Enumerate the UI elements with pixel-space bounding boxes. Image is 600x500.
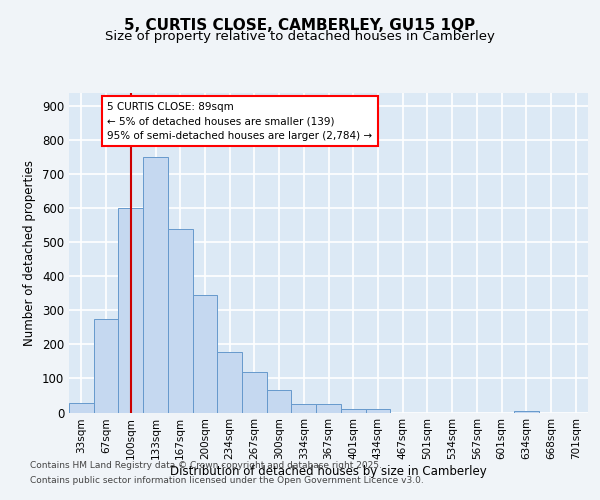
Bar (193, 295, 217, 412)
Bar (316, 404, 341, 412)
Bar (514, 411, 539, 412)
X-axis label: Distribution of detached houses by size in Camberley: Distribution of detached houses by size … (170, 465, 487, 478)
Bar (242, 372, 267, 412)
Bar (168, 228, 193, 412)
Bar (365, 409, 390, 412)
Text: 5, CURTIS CLOSE, CAMBERLEY, GU15 1QP: 5, CURTIS CLOSE, CAMBERLEY, GU15 1QP (124, 18, 476, 32)
Bar (94, 319, 118, 412)
Bar (143, 157, 168, 412)
Text: Size of property relative to detached houses in Camberley: Size of property relative to detached ho… (105, 30, 495, 43)
Bar (118, 208, 143, 412)
Bar (292, 404, 316, 412)
Text: Contains HM Land Registry data © Crown copyright and database right 2025.: Contains HM Land Registry data © Crown c… (30, 461, 382, 470)
Bar (69, 404, 94, 412)
Text: Contains public sector information licensed under the Open Government Licence v3: Contains public sector information licen… (30, 476, 424, 485)
Y-axis label: Number of detached properties: Number of detached properties (23, 160, 37, 346)
Bar (341, 409, 365, 412)
Bar (217, 352, 242, 412)
Text: 5 CURTIS CLOSE: 89sqm
← 5% of detached houses are smaller (139)
95% of semi-deta: 5 CURTIS CLOSE: 89sqm ← 5% of detached h… (107, 102, 373, 141)
Bar (267, 390, 292, 412)
